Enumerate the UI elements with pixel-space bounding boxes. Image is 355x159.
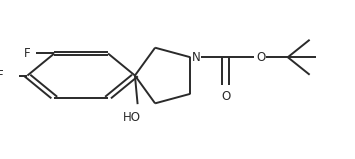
Text: HO: HO	[122, 111, 141, 124]
Text: N: N	[192, 51, 201, 64]
Text: F: F	[24, 47, 31, 60]
Text: O: O	[221, 90, 230, 103]
Text: F: F	[0, 69, 4, 82]
Text: O: O	[256, 51, 265, 64]
